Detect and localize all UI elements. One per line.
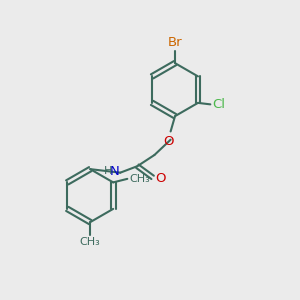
Text: CH₃: CH₃ [129, 174, 150, 184]
Text: Cl: Cl [212, 98, 225, 111]
Text: N: N [109, 165, 119, 178]
Text: H: H [103, 167, 112, 176]
Text: O: O [156, 172, 166, 185]
Text: Br: Br [168, 36, 182, 49]
Text: O: O [163, 135, 174, 148]
Text: CH₃: CH₃ [80, 238, 101, 248]
